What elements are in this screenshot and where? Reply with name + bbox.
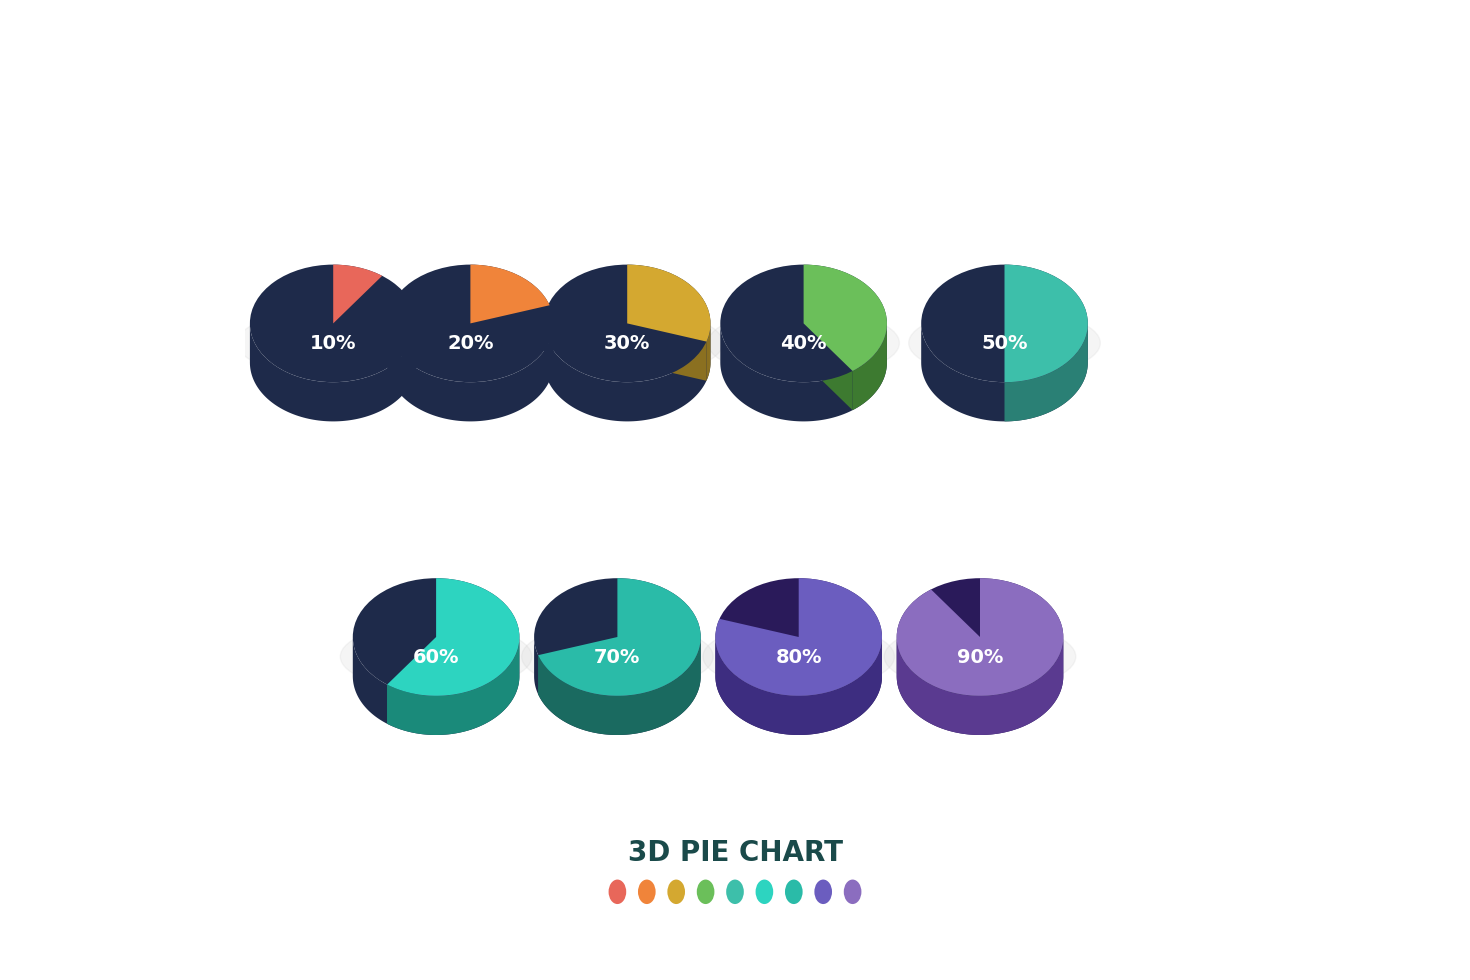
Polygon shape: [707, 323, 710, 381]
Ellipse shape: [844, 880, 861, 904]
Polygon shape: [804, 323, 853, 411]
Polygon shape: [387, 323, 554, 421]
Polygon shape: [628, 323, 707, 381]
Text: 90%: 90%: [957, 648, 1003, 667]
Ellipse shape: [885, 623, 1076, 691]
Polygon shape: [897, 637, 1063, 735]
Polygon shape: [538, 578, 701, 696]
Ellipse shape: [697, 880, 714, 904]
Ellipse shape: [908, 309, 1100, 377]
Polygon shape: [538, 637, 617, 695]
Text: 10%: 10%: [310, 334, 356, 354]
Ellipse shape: [814, 880, 832, 904]
Polygon shape: [334, 265, 382, 323]
Polygon shape: [353, 637, 519, 735]
Polygon shape: [853, 323, 886, 411]
Ellipse shape: [720, 265, 886, 382]
Polygon shape: [470, 265, 550, 323]
Ellipse shape: [340, 623, 532, 691]
Polygon shape: [1004, 265, 1088, 382]
Text: 20%: 20%: [447, 334, 494, 354]
Ellipse shape: [638, 880, 656, 904]
Polygon shape: [387, 637, 519, 735]
Text: 80%: 80%: [776, 648, 822, 667]
Polygon shape: [716, 578, 882, 696]
Ellipse shape: [609, 880, 626, 904]
Polygon shape: [250, 323, 416, 421]
Polygon shape: [720, 323, 886, 421]
Ellipse shape: [716, 578, 882, 696]
Ellipse shape: [534, 578, 701, 696]
Polygon shape: [897, 637, 1063, 735]
Ellipse shape: [703, 623, 894, 691]
Ellipse shape: [726, 880, 744, 904]
Polygon shape: [716, 637, 882, 735]
Polygon shape: [716, 637, 882, 735]
Ellipse shape: [707, 309, 900, 377]
Text: 40%: 40%: [781, 334, 826, 354]
Polygon shape: [804, 265, 886, 371]
Text: 3D PIE CHART: 3D PIE CHART: [628, 839, 842, 866]
Polygon shape: [628, 265, 710, 342]
Polygon shape: [922, 323, 1088, 421]
Ellipse shape: [531, 309, 723, 377]
Ellipse shape: [544, 265, 710, 382]
Polygon shape: [544, 323, 710, 421]
Polygon shape: [897, 578, 1063, 696]
Polygon shape: [387, 637, 437, 724]
Ellipse shape: [387, 265, 554, 382]
Text: 60%: 60%: [413, 648, 459, 667]
Ellipse shape: [785, 880, 803, 904]
Ellipse shape: [375, 309, 566, 377]
Ellipse shape: [522, 623, 713, 691]
Ellipse shape: [756, 880, 773, 904]
Ellipse shape: [922, 265, 1088, 382]
Polygon shape: [1004, 323, 1088, 421]
Polygon shape: [534, 637, 701, 735]
Ellipse shape: [897, 578, 1063, 696]
Ellipse shape: [353, 578, 519, 696]
Text: 50%: 50%: [982, 334, 1028, 354]
Text: 70%: 70%: [594, 648, 641, 667]
Ellipse shape: [237, 309, 429, 377]
Ellipse shape: [250, 265, 416, 382]
Polygon shape: [387, 578, 519, 696]
Text: 30%: 30%: [604, 334, 650, 354]
Ellipse shape: [667, 880, 685, 904]
Polygon shape: [538, 637, 701, 735]
